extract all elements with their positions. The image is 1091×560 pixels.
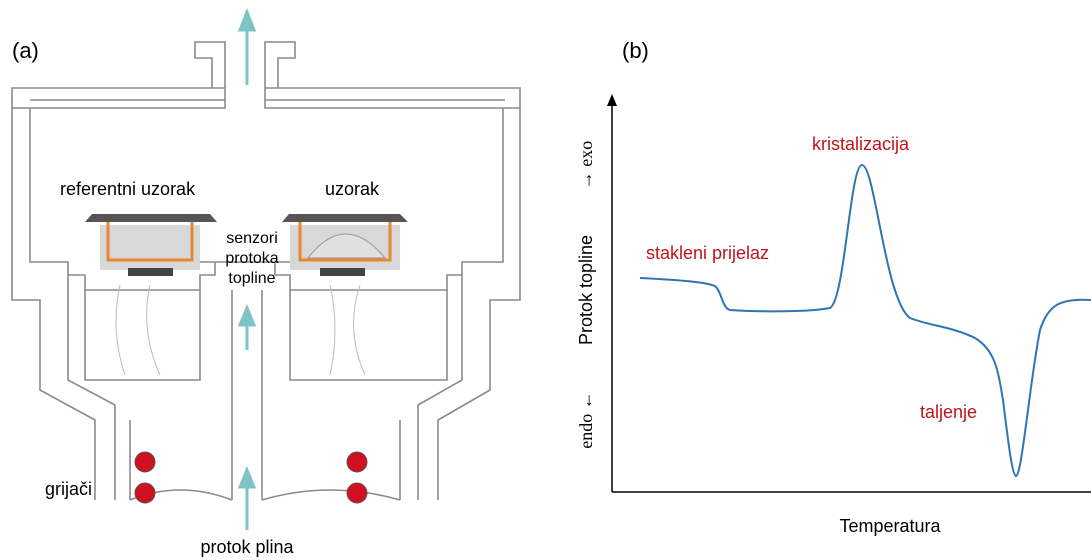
lid — [11, 87, 521, 109]
right-housing — [274, 108, 521, 500]
y-axis-label: Protok topline — [576, 235, 596, 345]
apparatus: (a) referentni uzorak uzorak senzori pro… — [11, 7, 521, 557]
label: topline — [228, 270, 275, 287]
annotation: stakleni prijelaz — [646, 243, 769, 263]
sensor — [320, 268, 365, 276]
panel-label: (b) — [622, 38, 649, 63]
y-axis-arrow — [607, 94, 617, 106]
crucible-lid — [85, 214, 408, 222]
y-axis-endo: endo ← — [576, 391, 596, 449]
heaters — [134, 451, 368, 504]
wires — [115, 284, 366, 376]
y-axis-exo: → exo — [576, 141, 596, 190]
sample-powder — [306, 233, 387, 259]
label: protok plina — [200, 537, 294, 557]
annotation: taljenje — [920, 402, 977, 422]
annotation: kristalizacija — [812, 134, 910, 154]
label: protoka — [225, 250, 278, 267]
label: grijači — [45, 479, 92, 499]
label: senzori — [226, 230, 278, 247]
gas-arrows — [237, 7, 257, 530]
chimney — [194, 41, 296, 88]
label: uzorak — [325, 179, 380, 199]
panel-label: (a) — [12, 38, 39, 63]
dsc-curve — [639, 163, 1091, 478]
gas-tube — [200, 261, 290, 500]
x-axis-label: Temperatura — [839, 516, 941, 536]
dsc-curve-panel: (b) stakleni prijelaz kristalizacija tal… — [576, 38, 1091, 536]
sensor — [128, 268, 173, 276]
label: referentni uzorak — [60, 179, 196, 199]
crucible — [106, 222, 392, 262]
sensor-base — [100, 225, 200, 270]
left-housing — [11, 108, 216, 500]
